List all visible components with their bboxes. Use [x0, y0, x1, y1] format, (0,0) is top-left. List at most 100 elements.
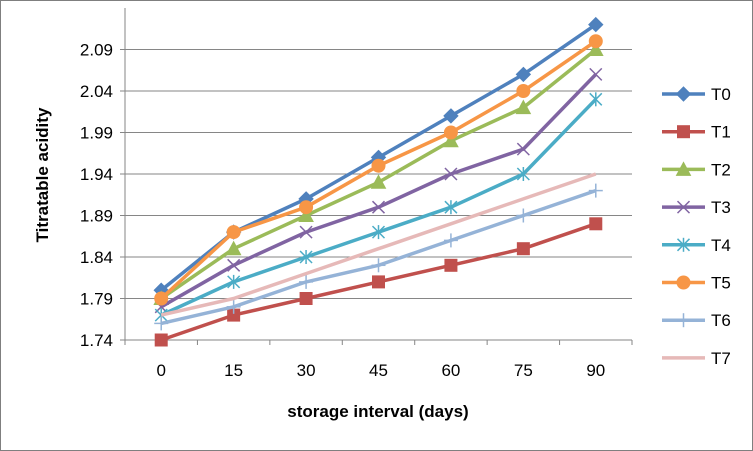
y-tick-label: 1.89	[80, 207, 113, 226]
series-t6	[154, 183, 603, 331]
x-axis-ticks: 0 15 30 45 60 75 90	[156, 361, 605, 380]
y-tick-label: 2.09	[80, 41, 113, 60]
data-point	[516, 167, 530, 181]
data-point	[676, 237, 691, 252]
data-point	[516, 142, 530, 156]
data-point	[299, 250, 313, 264]
data-point	[444, 167, 458, 181]
data-point	[444, 258, 458, 272]
data-point	[443, 233, 458, 248]
data-point	[515, 66, 532, 83]
legend: T0 T1 T2 T3 T4 T5 T6 T7	[662, 85, 731, 368]
legend-item-t4: T4	[662, 236, 731, 255]
marker-stroke	[516, 142, 530, 156]
data-point	[154, 316, 169, 331]
x-tick-label: 75	[514, 361, 533, 380]
data-point	[371, 225, 386, 240]
marker-stroke	[299, 225, 313, 239]
data-point	[587, 41, 604, 56]
series-t4	[154, 92, 603, 323]
marker-stroke	[444, 167, 458, 181]
y-tick-label: 1.84	[80, 248, 113, 267]
series-group	[153, 16, 604, 347]
data-point	[676, 200, 691, 214]
data-point	[588, 183, 603, 198]
data-point	[675, 161, 692, 176]
y-axis-ticks: 1.74 1.79 1.84 1.89 1.94 1.99 2.04 2.09	[80, 41, 113, 351]
y-tick-label: 1.94	[80, 165, 113, 184]
legend-label: T4	[711, 236, 731, 255]
data-point	[370, 174, 387, 189]
series-t5	[154, 34, 603, 306]
data-point	[516, 242, 530, 256]
data-point	[444, 200, 458, 215]
data-point	[371, 158, 386, 173]
data-point	[372, 275, 385, 289]
x-tick-label: 0	[156, 361, 165, 380]
data-point	[226, 225, 241, 240]
data-point	[675, 86, 692, 102]
data-point	[225, 240, 242, 256]
data-point	[154, 333, 168, 347]
x-axis-title: storage interval (days)	[287, 402, 468, 421]
data-point	[515, 99, 532, 115]
series-line	[160, 172, 597, 317]
marker-stroke	[676, 200, 691, 214]
data-point	[443, 125, 458, 140]
data-point	[227, 258, 241, 272]
data-point	[516, 208, 531, 223]
data-point	[588, 16, 604, 33]
data-point	[589, 217, 603, 231]
y-axis-title: Titratable acidity	[33, 107, 52, 242]
data-point	[588, 34, 603, 49]
data-point	[589, 92, 603, 107]
data-point	[226, 299, 241, 314]
marker-stroke	[371, 200, 386, 214]
data-point	[677, 125, 690, 139]
legend-item-t6: T6	[662, 311, 731, 330]
data-point	[154, 291, 169, 306]
legend-label: T5	[711, 274, 731, 293]
y-tick-label: 1.99	[80, 124, 113, 143]
data-point	[589, 67, 603, 81]
y-tick-label: 2.04	[80, 82, 113, 101]
data-point	[298, 207, 314, 222]
x-tick-label: 45	[369, 361, 388, 380]
data-point	[299, 292, 313, 305]
data-point	[299, 225, 313, 239]
data-point	[371, 258, 386, 273]
marker-stroke	[589, 67, 603, 81]
data-point	[443, 132, 459, 148]
legend-label: T3	[711, 198, 731, 217]
legend-label: T2	[711, 160, 731, 179]
x-tick-label: 60	[441, 361, 460, 380]
data-point	[516, 84, 531, 98]
legend-item-t0: T0	[662, 85, 731, 104]
data-point	[443, 108, 459, 124]
data-point	[299, 200, 314, 215]
marker-stroke	[227, 258, 241, 272]
legend-item-t7: T7	[662, 349, 731, 368]
series-t1	[154, 217, 603, 347]
legend-label: T1	[711, 123, 731, 142]
axes	[120, 8, 633, 345]
legend-item-t2: T2	[662, 160, 731, 179]
series-t7	[160, 172, 597, 317]
legend-label: T6	[711, 311, 731, 330]
x-tick-label: 30	[297, 361, 316, 380]
legend-item-t3: T3	[662, 198, 731, 217]
data-point	[227, 274, 241, 289]
data-point	[299, 274, 314, 289]
legend-label: T0	[711, 85, 731, 104]
x-tick-label: 15	[224, 361, 243, 380]
y-tick-label: 1.79	[80, 290, 113, 309]
legend-item-t1: T1	[662, 123, 731, 142]
data-point	[676, 313, 691, 328]
legend-label: T7	[711, 349, 731, 368]
data-point	[371, 200, 386, 214]
x-tick-label: 90	[586, 361, 605, 380]
data-point	[676, 275, 691, 290]
legend-item-t5: T5	[662, 274, 731, 293]
y-tick-label: 1.74	[80, 331, 113, 350]
